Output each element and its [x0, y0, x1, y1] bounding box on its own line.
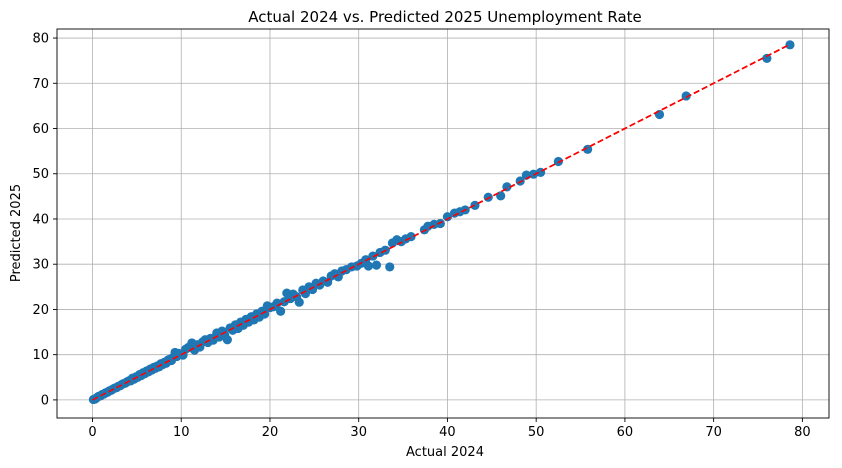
plot-frame — [56, 28, 830, 419]
x-tick-label: 0 — [88, 425, 96, 440]
data-point — [294, 297, 304, 307]
chart-title: Actual 2024 vs. Predicted 2025 Unemploym… — [248, 8, 642, 26]
y-tick-label: 10 — [32, 348, 49, 363]
x-tick-label: 50 — [528, 425, 545, 440]
x-tick-label: 40 — [439, 425, 456, 440]
data-point — [681, 91, 691, 101]
y-tick-label: 60 — [32, 122, 49, 137]
y-axis-title: Predicted 2025 — [9, 184, 24, 282]
axes: 0 10 20 30 40 50 60 70 80 0 10 20 30 40 50 60 70 80 — [32, 28, 830, 440]
data-point — [368, 251, 378, 261]
data-point — [470, 200, 480, 211]
y-tick-label: 40 — [32, 212, 49, 227]
x-tick-label: 60 — [617, 425, 634, 440]
data-point — [260, 309, 270, 319]
x-tick-label: 70 — [705, 425, 722, 440]
data-point — [528, 169, 539, 179]
y-tick-label: 70 — [32, 77, 49, 92]
points-layer — [88, 40, 795, 405]
data-point — [785, 40, 795, 50]
x-tick-label: 30 — [350, 425, 367, 440]
x-tick-label: 20 — [262, 425, 279, 440]
x-tick-label: 10 — [173, 425, 190, 440]
data-point — [385, 262, 395, 272]
data-point — [483, 192, 493, 202]
data-point — [435, 218, 445, 229]
data-point — [442, 212, 453, 222]
data-point — [276, 306, 286, 316]
y-tick-label: 80 — [32, 32, 49, 47]
data-point — [371, 260, 382, 270]
data-point — [553, 156, 563, 167]
y-tick-label: 30 — [32, 258, 49, 273]
y-tick-label: 0 — [41, 393, 49, 408]
data-point — [222, 335, 232, 345]
data-point — [300, 289, 311, 299]
x-axis-title: Actual 2024 — [406, 445, 484, 460]
y-tick-label: 20 — [32, 303, 49, 318]
data-point — [363, 261, 374, 271]
y-tick-label: 50 — [32, 167, 49, 182]
x-tick-label: 80 — [794, 425, 811, 440]
data-point — [654, 109, 665, 120]
data-point — [762, 53, 772, 64]
reference-line-overlay — [92, 43, 791, 401]
